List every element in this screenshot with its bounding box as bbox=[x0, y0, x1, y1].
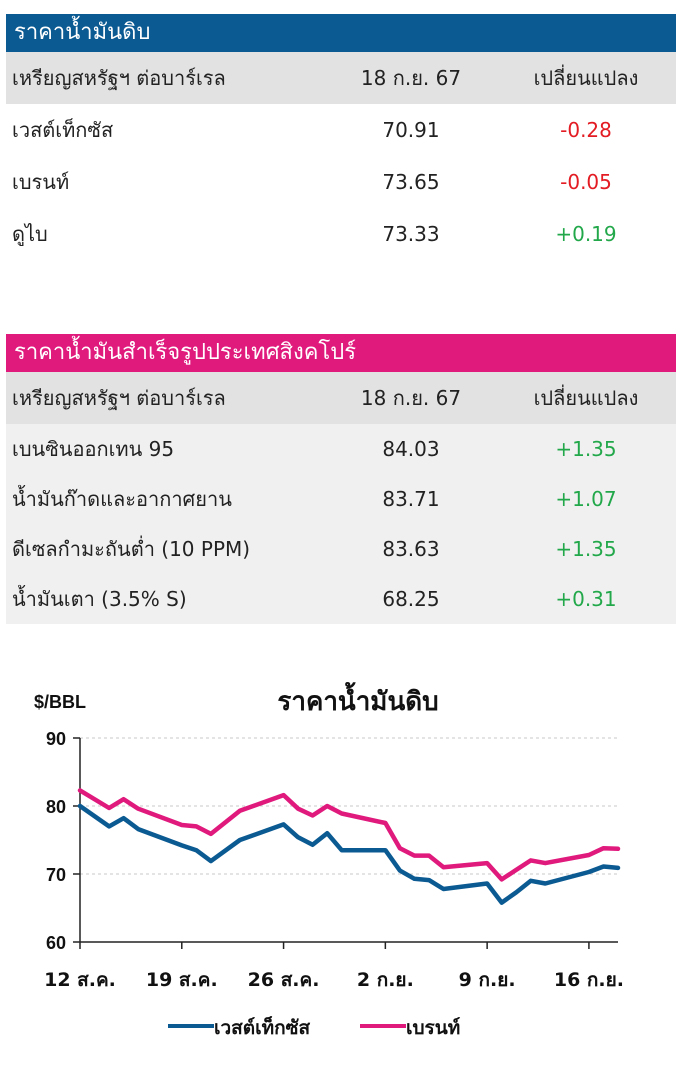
row-price: 68.25 bbox=[326, 587, 496, 611]
row-name: เวสต์เท็กซัส bbox=[6, 114, 326, 146]
table-row: ดีเซลกำมะถันต่ำ (10 PPM) 83.63 +1.35 bbox=[6, 524, 676, 574]
table-row: น้ำมันเตา (3.5% S) 68.25 +0.31 bbox=[6, 574, 676, 624]
y-tick-label: 90 bbox=[46, 729, 66, 749]
table-row: น้ำมันก๊าดและอากาศยาน 83.71 +1.07 bbox=[6, 474, 676, 524]
row-name: น้ำมันก๊าดและอากาศยาน bbox=[6, 483, 326, 515]
column-date: 18 ก.ย. 67 bbox=[326, 62, 496, 94]
column-change: เปลี่ยนแปลง bbox=[496, 62, 676, 94]
table-row: เวสต์เท็กซัส 70.91 -0.28 bbox=[6, 104, 676, 156]
row-price: 70.91 bbox=[326, 118, 496, 142]
crude-table-title: ราคาน้ำมันดิบ bbox=[6, 14, 676, 52]
x-tick-label: 2 ก.ย. bbox=[357, 969, 414, 991]
x-tick-label: 9 ก.ย. bbox=[459, 969, 516, 991]
row-price: 83.63 bbox=[326, 537, 496, 561]
column-change: เปลี่ยนแปลง bbox=[496, 382, 676, 414]
y-tick-label: 60 bbox=[46, 933, 66, 953]
crude-price-table: ราคาน้ำมันดิบ เหรียญสหรัฐฯ ต่อบาร์เรล 18… bbox=[6, 14, 676, 260]
row-change: +1.35 bbox=[496, 537, 676, 561]
table-row: ดูไบ 73.33 +0.19 bbox=[6, 208, 676, 260]
row-change: +1.35 bbox=[496, 437, 676, 461]
x-tick-label: 12 ส.ค. bbox=[44, 969, 116, 991]
row-name: ดูไบ bbox=[6, 218, 326, 250]
x-tick-label: 26 ส.ค. bbox=[248, 969, 320, 991]
crude-price-line-chart: $/BBL ราคาน้ำมันดิบ 60 70 80 90 12 ส.ค. 19 ส.… bbox=[0, 670, 692, 1065]
row-name: ดีเซลกำมะถันต่ำ (10 PPM) bbox=[6, 533, 326, 565]
row-name: เบนซินออกเทน 95 bbox=[6, 433, 326, 465]
column-unit: เหรียญสหรัฐฯ ต่อบาร์เรล bbox=[6, 62, 326, 94]
refined-table-title: ราคาน้ำมันสำเร็จรูปประเทศสิงคโปร์ bbox=[6, 334, 676, 372]
series-line bbox=[80, 790, 618, 879]
row-change: -0.28 bbox=[496, 118, 676, 142]
row-price: 73.33 bbox=[326, 222, 496, 246]
row-name: น้ำมันเตา (3.5% S) bbox=[6, 583, 326, 615]
row-change: +0.19 bbox=[496, 222, 676, 246]
chart-title: ราคาน้ำมันดิบ bbox=[277, 681, 438, 717]
chart-y-axis-label: $/BBL bbox=[34, 692, 86, 712]
row-change: +1.07 bbox=[496, 487, 676, 511]
column-date: 18 ก.ย. 67 bbox=[326, 382, 496, 414]
table-row: เบรนท์ 73.65 -0.05 bbox=[6, 156, 676, 208]
row-price: 73.65 bbox=[326, 170, 496, 194]
legend-label: เวสต์เท็กซัส bbox=[214, 1015, 311, 1039]
row-price: 84.03 bbox=[326, 437, 496, 461]
row-price: 83.71 bbox=[326, 487, 496, 511]
x-tick-label: 19 ส.ค. bbox=[146, 969, 218, 991]
refined-price-table: ราคาน้ำมันสำเร็จรูปประเทศสิงคโปร์ เหรียญ… bbox=[6, 334, 676, 624]
series-line bbox=[80, 806, 618, 903]
row-change: +0.31 bbox=[496, 587, 676, 611]
column-unit: เหรียญสหรัฐฯ ต่อบาร์เรล bbox=[6, 382, 326, 414]
table-row: เบนซินออกเทน 95 84.03 +1.35 bbox=[6, 424, 676, 474]
legend-label: เบรนท์ bbox=[406, 1017, 460, 1039]
y-tick-label: 70 bbox=[46, 865, 66, 885]
crude-table-column-headers: เหรียญสหรัฐฯ ต่อบาร์เรล 18 ก.ย. 67 เปลี่… bbox=[6, 52, 676, 104]
refined-table-column-headers: เหรียญสหรัฐฯ ต่อบาร์เรล 18 ก.ย. 67 เปลี่… bbox=[6, 372, 676, 424]
row-name: เบรนท์ bbox=[6, 166, 326, 198]
y-tick-label: 80 bbox=[46, 797, 66, 817]
row-change: -0.05 bbox=[496, 170, 676, 194]
x-tick-label: 16 ก.ย. bbox=[554, 969, 624, 991]
